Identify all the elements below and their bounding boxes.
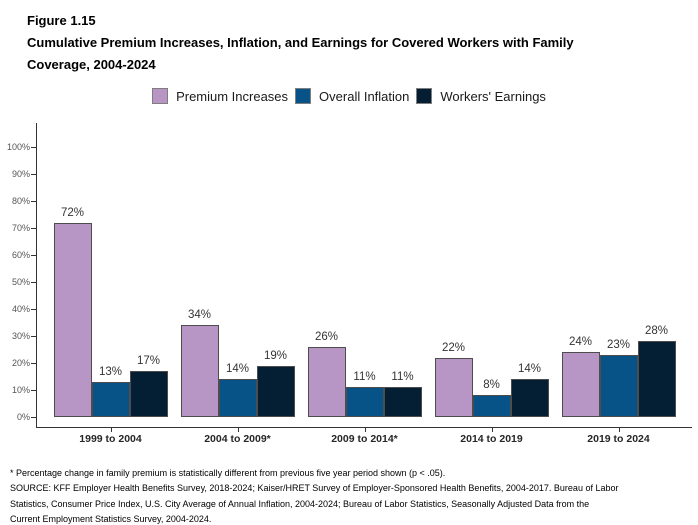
legend: Premium Increases Overall Inflation Work…: [0, 88, 698, 104]
y-axis-tick-label: 0%: [16, 411, 30, 422]
x-axis-tick: [364, 428, 366, 432]
bar-premium-increases: [180, 325, 219, 417]
y-axis-tick: [31, 335, 36, 337]
footnote-source-line-2: Statistics, Consumer Price Index, U.S. C…: [10, 498, 590, 509]
legend-item-premium-increases: Premium Increases: [152, 88, 288, 104]
y-axis-tick: [31, 389, 36, 391]
x-axis-tick: [491, 428, 493, 432]
bar-value-label: 13%: [98, 365, 123, 378]
y-axis-tick-label: 10%: [11, 384, 30, 395]
x-axis-tick: [237, 428, 239, 432]
bar-premium-increases: [561, 352, 600, 417]
bar-workers-earnings: [637, 341, 676, 417]
y-axis-tick: [31, 173, 36, 175]
bar-value-label: 14%: [517, 363, 542, 376]
bar-workers-earnings: [256, 365, 295, 417]
figure-title-line-1: Cumulative Premium Increases, Inflation,…: [27, 35, 574, 50]
legend-label: Overall Inflation: [319, 88, 410, 104]
bar-overall-inflation: [91, 381, 130, 417]
y-axis-tick-label: 40%: [11, 303, 30, 314]
bar-premium-increases: [53, 222, 92, 417]
bar-value-label: 26%: [314, 330, 339, 343]
bar-premium-increases: [434, 357, 473, 417]
y-axis-line: [36, 123, 37, 428]
bar-value-label: 11%: [353, 371, 376, 384]
y-axis-tick-label: 50%: [11, 276, 30, 287]
workers-earnings-swatch-icon: [416, 88, 433, 104]
bar-value-label: 24%: [568, 336, 593, 349]
x-axis-tick: [618, 428, 620, 432]
bar-value-label: 14%: [225, 363, 250, 376]
bar-workers-earnings: [383, 387, 422, 417]
bar-overall-inflation: [472, 395, 511, 417]
x-axis-category-label: 1999 to 2004: [79, 433, 142, 445]
footnote-significance: * Percentage change in family premium is…: [10, 468, 446, 478]
x-axis-tick: [110, 428, 112, 432]
premium-increases-swatch-icon: [152, 88, 169, 104]
y-axis-tick: [31, 227, 36, 229]
x-axis-category-label: 2009 to 2014*: [331, 433, 398, 445]
bar-workers-earnings: [510, 379, 549, 417]
title-block: Figure 1.15 Cumulative Premium Increases…: [27, 10, 677, 76]
legend-item-overall-inflation: Overall Inflation: [295, 88, 409, 104]
y-axis-tick-label: 80%: [11, 195, 30, 206]
figure-title-line-2: Coverage, 2004-2024: [27, 57, 156, 72]
y-axis-tick: [31, 281, 36, 283]
bar-value-label: 22%: [441, 341, 466, 354]
bar-overall-inflation: [218, 379, 257, 417]
bar-value-label: 8%: [483, 379, 500, 392]
y-axis-tick-label: 60%: [11, 249, 30, 260]
y-axis-tick-label: 70%: [11, 222, 30, 233]
y-axis-tick: [31, 200, 36, 202]
x-axis-category-label: 2019 to 2024: [587, 433, 650, 445]
bar-overall-inflation: [599, 354, 638, 417]
y-axis-tick: [31, 254, 36, 256]
bar-value-label: 11%: [391, 371, 414, 384]
y-axis-tick: [31, 416, 36, 418]
x-axis-line: [36, 427, 692, 428]
bar-value-label: 72%: [60, 206, 85, 219]
footnotes: * Percentage change in family premium is…: [10, 466, 695, 525]
y-axis-tick-label: 100%: [6, 141, 30, 152]
legend-label: Premium Increases: [176, 88, 289, 104]
y-axis-tick: [31, 362, 36, 364]
bar-value-label: 19%: [263, 349, 288, 362]
x-axis-category-label: 2004 to 2009*: [204, 433, 271, 445]
y-axis-tick-label: 30%: [11, 330, 30, 341]
legend-item-workers-earnings: Workers' Earnings: [416, 88, 546, 104]
footnote-source-line-1: SOURCE: KFF Employer Health Benefits Sur…: [10, 483, 619, 494]
bar-value-label: 23%: [606, 338, 631, 351]
y-axis-tick-label: 20%: [11, 357, 30, 368]
footnote-source-line-3: Current Employment Statistics Survey, 20…: [10, 513, 212, 524]
bar-overall-inflation: [345, 387, 384, 417]
bar-value-label: 34%: [187, 309, 212, 322]
figure-number: Figure 1.15: [27, 13, 96, 28]
x-axis-category-label: 2014 to 2019: [460, 433, 523, 445]
bar-value-label: 28%: [644, 325, 669, 338]
bar-workers-earnings: [129, 371, 168, 417]
overall-inflation-swatch-icon: [295, 88, 312, 104]
legend-label: Workers' Earnings: [440, 88, 546, 104]
y-axis-tick: [31, 308, 36, 310]
y-axis-tick: [31, 146, 36, 148]
y-axis-tick-label: 90%: [11, 168, 30, 179]
bar-value-label: 17%: [136, 355, 161, 368]
bar-premium-increases: [307, 346, 346, 417]
